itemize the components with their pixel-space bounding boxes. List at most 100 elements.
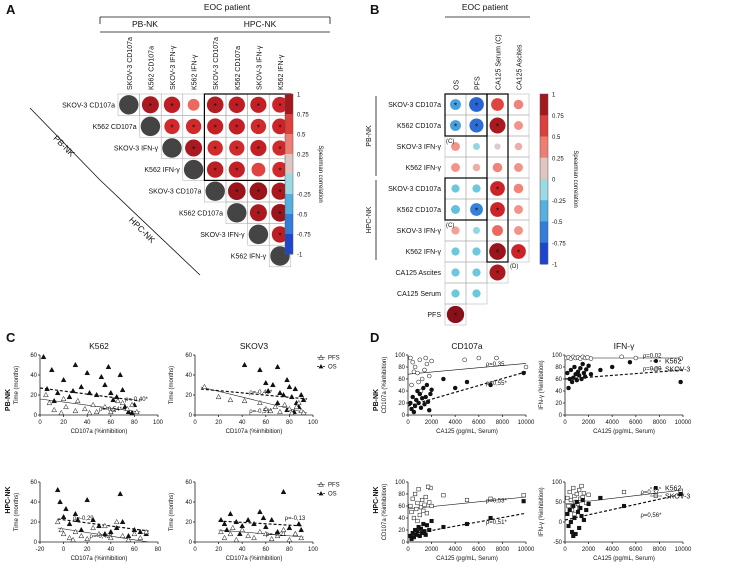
d-hpc-cd107a-point [422, 529, 427, 534]
c-pb-skov3-y-tick-label: 20 [185, 393, 192, 399]
panel-b-row-label: CA125 Ascites [395, 270, 441, 277]
d-hpc-cd107a-point [488, 515, 493, 521]
d-pb-ifng-point [586, 363, 591, 369]
panel-c-letter: C [6, 330, 16, 345]
d-hpc-cd107a-point [414, 506, 419, 512]
c-pb-skov3-x-tick-label: 40 [239, 420, 246, 426]
panel-a-sig-star: * [192, 122, 196, 132]
d-hpc-ifng-point [580, 497, 585, 503]
panel-a-col-label: SKOV-3 CD107a [127, 37, 134, 90]
panel-a-corr-dot [250, 118, 267, 135]
d-pb-ifng-point [571, 375, 576, 381]
panel-b-colorbar-tick: 0.75 [552, 114, 564, 120]
panel-b-col-label: CA125 Serum (C) [496, 34, 503, 90]
d-pb-cd107a-x-tick-label: 10000 [518, 420, 535, 426]
c-hpc-skov3-point [245, 532, 251, 539]
panel-a-sig-star: * [235, 144, 239, 154]
d-hpc-cd107a-x-tick-label: 4000 [449, 547, 463, 553]
panel-a-side-bracket-pb [29, 107, 101, 181]
c-pb-skov3-title: SKOV3 [240, 341, 269, 351]
d-hpc-ifng-point [572, 511, 577, 517]
c-pb-skov3-point [227, 396, 234, 403]
c-hpc-k562-point [72, 528, 79, 535]
panel-a-sig-star: * [257, 209, 261, 219]
panel-b-row-label: K562 IFN-γ [406, 249, 442, 256]
panel-a-row-label: K562 IFN-γ [231, 254, 267, 261]
c-pb-k562-x-tick-label: 60 [107, 420, 114, 426]
d-hpc-cd107a-y-tick-label: 80 [398, 492, 405, 498]
d-hpc-cd107a-point [415, 500, 420, 506]
panel-a-sig-star: * [214, 166, 218, 176]
panel-a-corr-dot [207, 140, 223, 156]
d-pb-cd107a-point [408, 400, 413, 406]
d-pb-cd107a-point [410, 359, 415, 365]
c-hpc-skov3-legend-pfs: PFS [328, 483, 340, 489]
c-hpc-skov3-point [298, 526, 305, 533]
d-hpc-ifng-y-tick-label: 50 [555, 500, 562, 506]
panel-a-col-label: SKOV-3 CD107a [213, 37, 220, 90]
c-pb-k562-point [54, 389, 61, 396]
panel-a-col-label: K562 CD107a [235, 46, 242, 90]
panel-a-sig-star: * [192, 144, 196, 154]
c-pb-skov3-y-tick-label: 60 [185, 353, 192, 359]
c-hpc-k562-point [107, 534, 114, 541]
panel-b-row-label: SKOV-3 CD107a [388, 102, 441, 109]
panel-a-sig-star: * [235, 187, 239, 197]
panel-b-corr-dot [451, 163, 460, 172]
d-pb-cd107a-point [421, 385, 426, 391]
panel-a-corr-dot [250, 96, 267, 113]
panel-a-diagonal-dot [119, 95, 139, 115]
c-pb-k562-point [60, 376, 67, 383]
d-hpc-ifng-legend-k562: K562 [665, 486, 681, 493]
panel-a-sig-star: * [257, 144, 261, 154]
panel-b-row-label: SKOV-3 IFN-γ [397, 228, 442, 235]
c-pb-k562-point [60, 395, 67, 402]
d-pb-cd107a-point [424, 382, 430, 388]
panel-a-side-label-pb: PB-NK [51, 133, 77, 159]
d-hpc-cd107a-point [413, 491, 418, 497]
d-hpc-ifng-legend-k562-marker [654, 486, 658, 490]
panel-a-corr-dot [187, 98, 200, 111]
d-hpc-cd107a-point [417, 533, 422, 539]
d-pb-cd107a-x-tick-label: 4000 [449, 420, 463, 426]
d-hpc-cd107a-point [521, 499, 526, 504]
d-hpc-cd107a-point [416, 487, 421, 492]
c-hpc-skov3-point [274, 532, 281, 539]
d-pb-cd107a-point [410, 394, 415, 400]
d-pb-ifng-point [609, 364, 615, 370]
c-hpc-skov3-point [239, 526, 246, 533]
c-pb-k562-x-label: CD107a (%inhibition) [71, 429, 128, 435]
d-pb-ifng-point [598, 367, 603, 373]
panel-a-colorbar-label: Spearman correlation [317, 145, 323, 202]
d-hpc-cd107a-point [423, 494, 428, 500]
d-hpc-cd107a-fit-line [407, 496, 527, 510]
panel-d-row-pb: PB-NK [373, 389, 380, 411]
panel-d-letter: D [370, 330, 379, 345]
c-pb-k562-point [110, 406, 116, 413]
panel-a-corr-dot [249, 204, 267, 222]
d-hpc-ifng-point [571, 533, 576, 539]
c-pb-k562-x-tick-label: 20 [60, 420, 67, 426]
panel-a-corr-dot [272, 161, 288, 178]
c-pb-k562-point [46, 399, 53, 406]
c-pb-k562-point [40, 353, 47, 360]
panel-b-sig-star: * [454, 122, 458, 132]
c-pb-k562-point [110, 396, 116, 403]
d-pb-ifng-y-tick-label: 60 [555, 377, 562, 383]
c-pb-k562-x-tick-label: 80 [131, 420, 138, 426]
c-pb-skov3-legend-pfs-marker [318, 354, 324, 360]
c-hpc-skov3-x-tick-label: 0 [193, 547, 197, 553]
c-hpc-k562-fit-line [57, 527, 149, 543]
c-pb-k562-x-tick-label: 40 [84, 420, 91, 426]
c-hpc-skov3-point [227, 510, 234, 517]
d-pb-cd107a-y-tick-label: 80 [398, 365, 405, 371]
d-hpc-ifng-point [568, 519, 573, 525]
c-pb-skov3-point [257, 366, 263, 373]
panel-a-corr-dot [271, 203, 289, 222]
panel-a-group-top-pb: PB-NK [132, 19, 158, 29]
panel-b-colorbar-segment [540, 136, 548, 159]
c-hpc-skov3-point [221, 534, 228, 541]
c-hpc-k562-point [54, 518, 61, 525]
panel-b-row-label: CA125 Serum [397, 291, 441, 298]
c-pb-skov3-y-tick-label: 0 [189, 413, 193, 419]
